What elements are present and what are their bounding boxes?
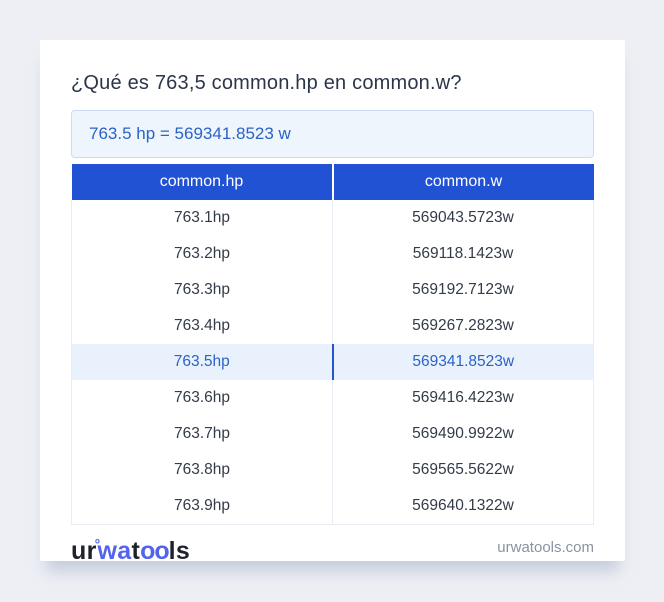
footer-domain: urwatools.com <box>497 538 594 556</box>
hp-value: 763.6hp <box>71 380 333 416</box>
logo-segment-blue: wa <box>97 536 132 565</box>
hp-value: 763.9hp <box>71 488 333 525</box>
table-row: 763.3hp 569192.7123w <box>71 272 594 308</box>
w-value: 569043.5723w <box>332 200 594 236</box>
hp-value: 763.3hp <box>71 272 333 308</box>
logo-segment-dark: ur <box>71 536 97 565</box>
card-footer: ur°watools urwatools.com <box>71 525 594 566</box>
w-value: 569565.5622w <box>332 452 594 488</box>
logo-ring-icon: ° <box>94 535 101 552</box>
hp-value: 763.8hp <box>71 452 333 488</box>
hp-value: 763.7hp <box>71 416 333 452</box>
table-row: 763.6hp 569416.4223w <box>71 380 594 416</box>
hp-value: 763.4hp <box>71 308 333 344</box>
hp-value: 763.5hp <box>71 344 334 380</box>
table-row: 763.2hp 569118.1423w <box>71 236 594 272</box>
table-row: 763.9hp 569640.1322w <box>71 488 594 525</box>
w-value: 569118.1423w <box>332 236 594 272</box>
hp-value: 763.1hp <box>71 200 333 236</box>
logo-segment-dark: t <box>131 536 141 565</box>
conversion-card: ¿Qué es 763,5 common.hp en common.w? 763… <box>40 40 625 565</box>
w-value: 569640.1322w <box>332 488 594 525</box>
w-value: 569490.9922w <box>332 416 594 452</box>
table-header-hp: common.hp <box>71 164 333 200</box>
conversion-table: common.hp common.w 763.1hp 569043.5723w 76… <box>71 164 594 525</box>
w-value: 569192.7123w <box>332 272 594 308</box>
w-value: 569416.4223w <box>332 380 594 416</box>
w-value: 569341.8523w <box>332 344 594 380</box>
table-row: 763.4hp 569267.2823w <box>71 308 594 344</box>
table-header-w: common.w <box>331 164 594 200</box>
page-title: ¿Qué es 763,5 common.hp en common.w? <box>71 72 462 94</box>
logo-segment-dark: ls <box>168 536 191 565</box>
conversion-table-body: 763.1hp 569043.5723w 763.2hp 569118.1423w 76… <box>71 200 594 525</box>
site-logo[interactable]: ur°watools <box>71 529 190 566</box>
logo-glasses-oo: oo <box>140 536 170 565</box>
conversion-result: 763.5 hp = 569341.8523 w <box>71 110 594 158</box>
w-value: 569267.2823w <box>332 308 594 344</box>
table-header-row: common.hp common.w <box>71 164 594 200</box>
table-row: 763.7hp 569490.9922w <box>71 416 594 452</box>
table-row: 763.1hp 569043.5723w <box>71 200 594 236</box>
hp-value: 763.2hp <box>71 236 333 272</box>
table-row: 763.5hp 569341.8523w <box>71 344 594 380</box>
table-row: 763.8hp 569565.5622w <box>71 452 594 488</box>
